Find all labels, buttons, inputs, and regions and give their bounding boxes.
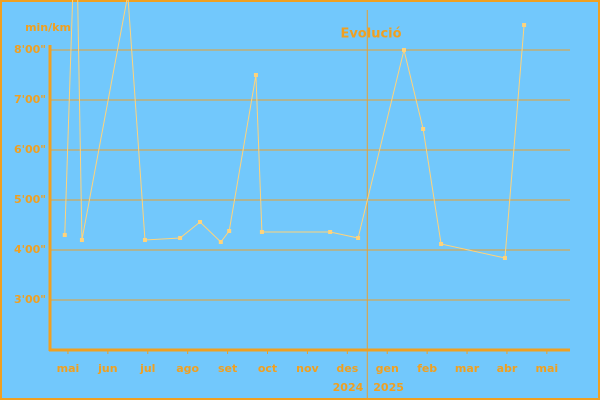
point <box>439 242 444 246</box>
point <box>328 230 333 234</box>
x-tick-label: set <box>218 362 237 375</box>
y-tick-label: 8'00" <box>14 43 46 56</box>
y-tick-label: 6'00" <box>14 143 46 156</box>
y-tick-label: 5'00" <box>14 193 46 206</box>
x-tick-label: mar <box>455 362 480 375</box>
point <box>421 127 426 131</box>
point <box>178 236 183 240</box>
point <box>522 23 527 27</box>
line <box>64 0 525 259</box>
x-tick-label: mai <box>57 362 80 375</box>
x-tick-label: jul <box>139 362 155 375</box>
x-tick-label: ago <box>176 362 199 375</box>
point <box>502 256 507 260</box>
point <box>253 73 258 77</box>
x-tick-label: nov <box>296 362 319 375</box>
x-tick-label: des <box>336 362 358 375</box>
year-label: 2024 <box>333 381 364 394</box>
x-tick-label: mai <box>536 362 559 375</box>
y-tick-label: 3'00" <box>14 293 46 306</box>
point <box>62 233 67 237</box>
year-label: 2025 <box>373 381 404 394</box>
point <box>218 240 223 244</box>
x-tick-label: oct <box>258 362 277 375</box>
x-tick-label: jun <box>97 362 117 375</box>
y-axis-label: min/km <box>25 21 71 34</box>
x-tick-label: feb <box>417 362 437 375</box>
point <box>79 238 84 242</box>
y-tick-label: 4'00" <box>14 243 46 256</box>
chart-title: Evolució <box>340 27 401 42</box>
point <box>401 48 406 52</box>
y-tick-label: 7'00" <box>14 93 46 106</box>
plot-area <box>62 0 527 260</box>
point <box>356 236 361 240</box>
point <box>198 220 203 224</box>
x-tick-label: abr <box>497 362 518 375</box>
x-tick-label: gen <box>376 362 399 375</box>
point <box>142 238 147 242</box>
point <box>259 230 264 234</box>
point <box>227 229 232 233</box>
